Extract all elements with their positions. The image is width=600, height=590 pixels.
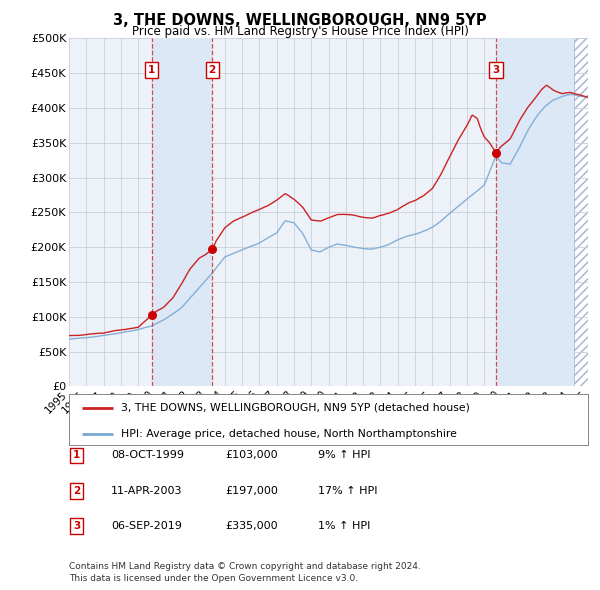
Text: 9% ↑ HPI: 9% ↑ HPI (318, 451, 371, 460)
Text: Contains HM Land Registry data © Crown copyright and database right 2024.: Contains HM Land Registry data © Crown c… (69, 562, 421, 571)
Text: 08-OCT-1999: 08-OCT-1999 (111, 451, 184, 460)
Text: £103,000: £103,000 (225, 451, 278, 460)
Bar (152, 38, 212, 386)
Text: £197,000: £197,000 (225, 486, 278, 496)
Bar (574, 38, 588, 386)
Text: 3, THE DOWNS, WELLINGBOROUGH, NN9 5YP (detached house): 3, THE DOWNS, WELLINGBOROUGH, NN9 5YP (d… (121, 402, 470, 412)
Text: Price paid vs. HM Land Registry's House Price Index (HPI): Price paid vs. HM Land Registry's House … (131, 25, 469, 38)
Text: This data is licensed under the Open Government Licence v3.0.: This data is licensed under the Open Gov… (69, 574, 358, 583)
Text: 1: 1 (148, 65, 155, 75)
Text: 2: 2 (209, 65, 216, 75)
Text: 06-SEP-2019: 06-SEP-2019 (111, 522, 182, 531)
Text: 1: 1 (73, 451, 80, 460)
Text: 17% ↑ HPI: 17% ↑ HPI (318, 486, 377, 496)
Bar (496, 38, 574, 386)
Text: 3, THE DOWNS, WELLINGBOROUGH, NN9 5YP: 3, THE DOWNS, WELLINGBOROUGH, NN9 5YP (113, 13, 487, 28)
Text: 2: 2 (73, 486, 80, 496)
Text: 11-APR-2003: 11-APR-2003 (111, 486, 182, 496)
Text: £335,000: £335,000 (225, 522, 278, 531)
Text: 3: 3 (73, 522, 80, 531)
Text: 3: 3 (493, 65, 500, 75)
Text: 1% ↑ HPI: 1% ↑ HPI (318, 522, 370, 531)
Text: HPI: Average price, detached house, North Northamptonshire: HPI: Average price, detached house, Nort… (121, 429, 457, 439)
